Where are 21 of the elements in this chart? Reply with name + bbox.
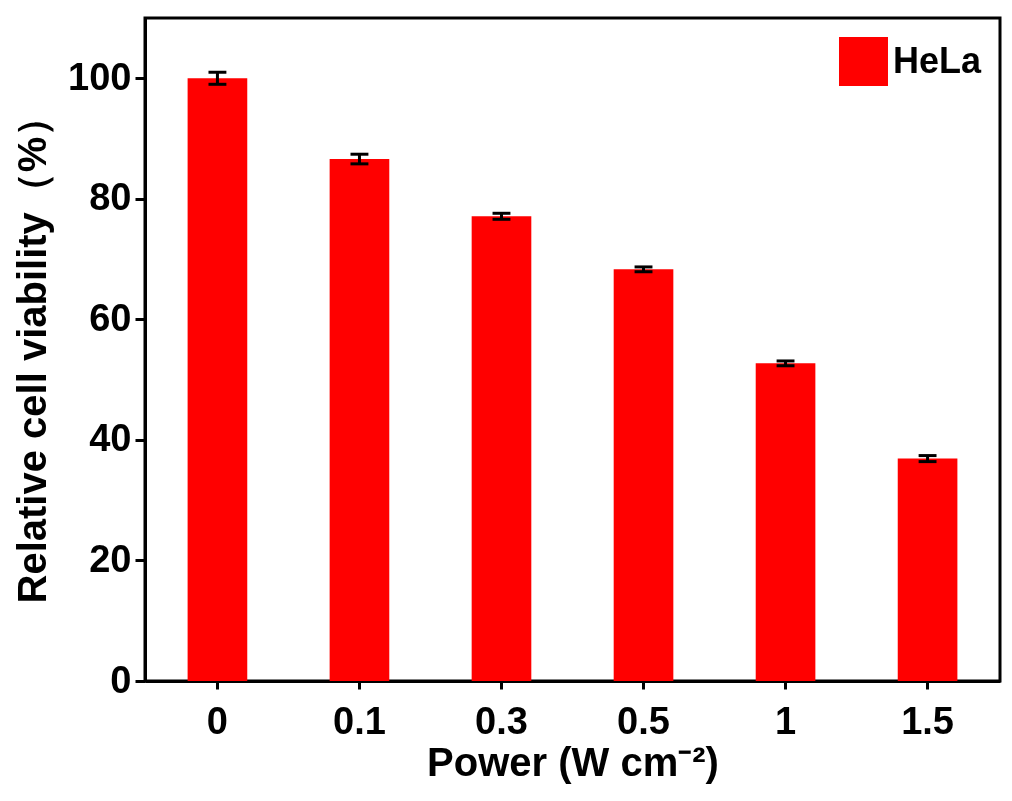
bar [897,458,958,681]
y-tick-label: 80 [89,176,132,219]
y-tick-label: 60 [89,296,132,339]
x-tick-label: 0.3 [475,699,528,742]
x-tick-label: 1 [774,699,797,742]
x-tick-label: 0 [206,699,228,742]
y-tick-label: 20 [89,537,132,580]
bar [329,159,390,681]
x-axis-title: Power (W cm⁻²) [427,739,719,784]
bar [471,216,532,681]
y-tick-label: 40 [89,417,132,460]
bar [187,78,248,681]
x-tick-label: 0.5 [617,699,670,742]
x-tick-label: 0.1 [333,699,386,742]
bar [755,363,816,681]
y-tick-label: 100 [68,55,132,98]
legend-label: HeLa [893,39,983,81]
y-axis-title: Relative cell viability（%） [10,96,55,604]
y-tick-label: 0 [110,658,132,701]
x-tick-label: 1.5 [901,699,954,742]
bar [613,269,674,681]
